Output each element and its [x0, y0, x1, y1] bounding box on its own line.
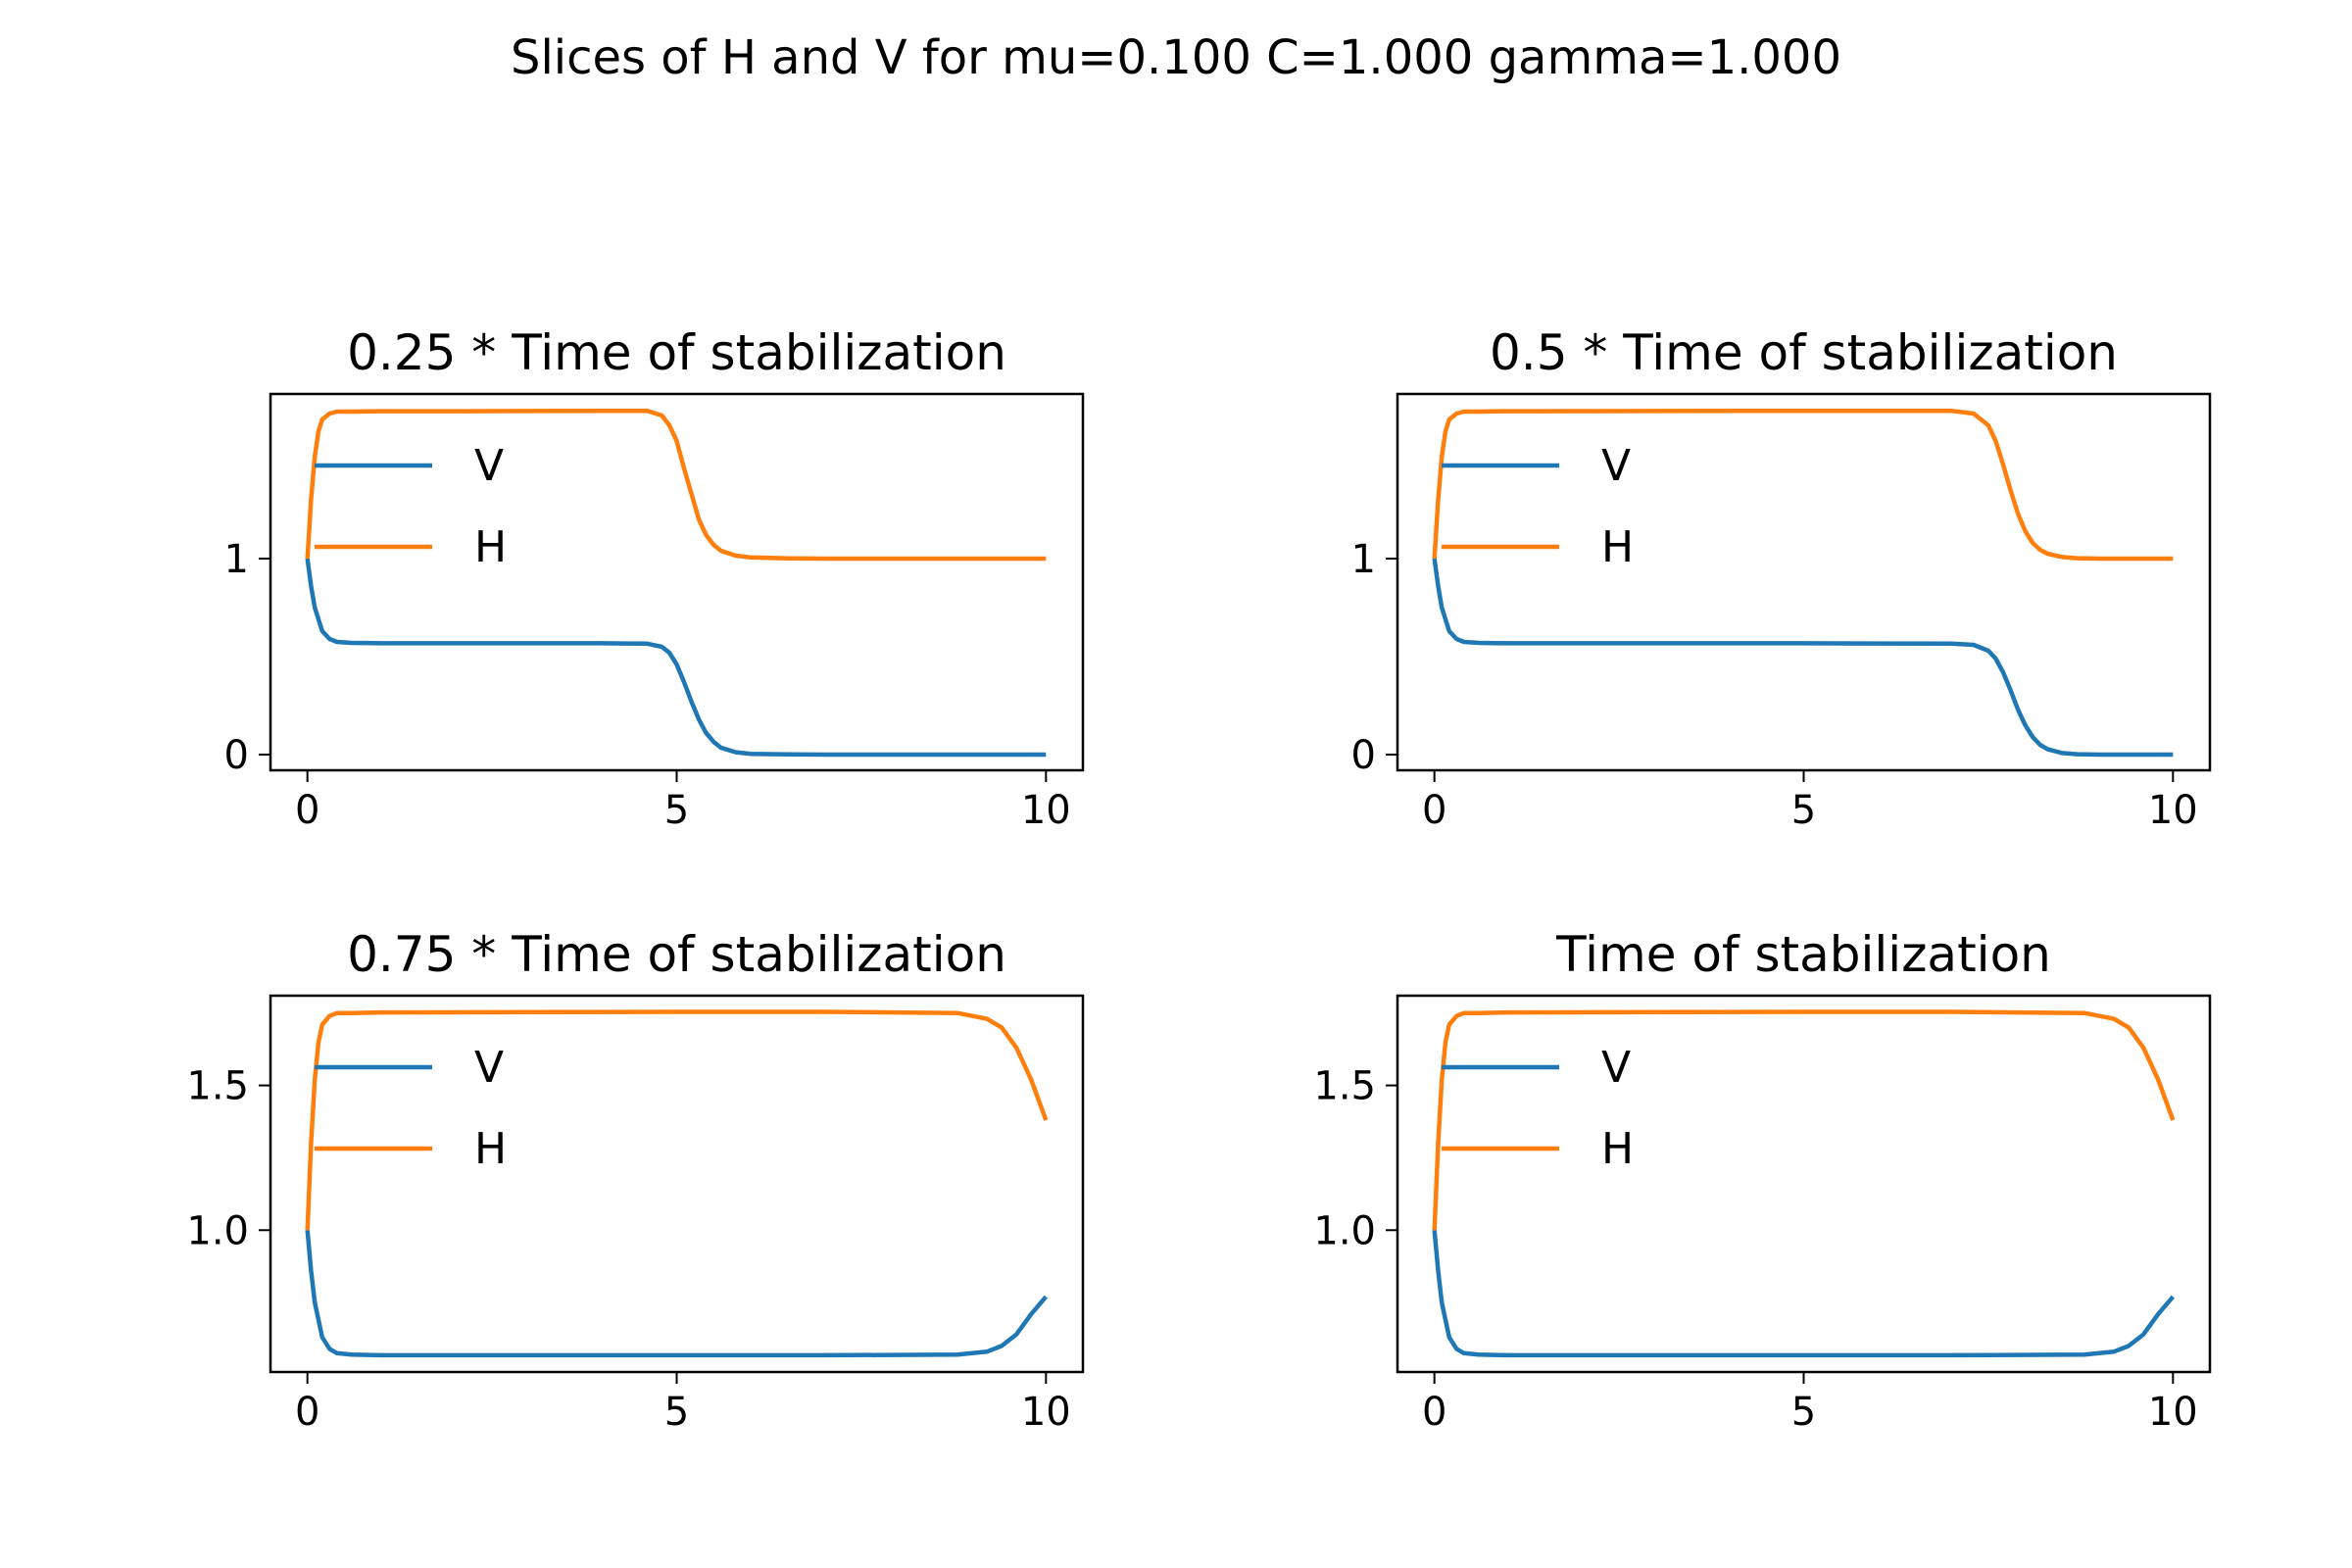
series-line-H — [1432, 1009, 2176, 1231]
legend-label-H: H — [1601, 1124, 1634, 1174]
y-tick-label: 1 — [1351, 537, 1376, 582]
subplot-title: 0.75 * Time of stabilization — [347, 926, 1006, 983]
series-line-H — [305, 1009, 1049, 1231]
series-line-H — [1432, 408, 2174, 562]
x-tick-label: 5 — [1791, 788, 1816, 833]
x-tick-label: 0 — [295, 788, 319, 833]
y-tick-label: 1.0 — [1313, 1208, 1376, 1253]
legend-label-H: H — [1601, 522, 1634, 572]
axes-frame — [1396, 994, 2212, 1374]
y-tick-label: 1 — [224, 537, 249, 582]
subplot-title: 0.5 * Time of stabilization — [1490, 324, 2118, 381]
legend-label-V: V — [1601, 441, 1631, 491]
series-line-V — [1432, 1230, 2176, 1358]
subplot-3: 0.75 * Time of stabilization 0 5 10 1.0 1.5 VH — [186, 926, 1085, 1435]
legend: VH — [1442, 1043, 1634, 1174]
x-tick-label: 10 — [1021, 1390, 1071, 1435]
series-line-H — [305, 408, 1047, 562]
legend-label-H: H — [474, 522, 507, 572]
y-tick-label: 0 — [1351, 733, 1376, 778]
subplot-1: 0.25 * Time of stabilization 0 5 10 0 1 VH — [224, 324, 1085, 833]
legend-label-H: H — [474, 1124, 507, 1174]
x-tick-label: 0 — [295, 1390, 319, 1435]
x-tick-label: 10 — [2148, 1390, 2198, 1435]
x-tick-label: 10 — [1021, 788, 1071, 833]
subplot-title: Time of stabilization — [1555, 926, 2051, 983]
axes-frame — [269, 392, 1085, 772]
x-tick-label: 0 — [1422, 788, 1446, 833]
axes-frame — [1396, 392, 2212, 772]
series-line-V — [305, 558, 1047, 758]
x-tick-label: 5 — [664, 1390, 689, 1435]
x-tick-label: 5 — [1791, 1390, 1816, 1435]
x-tick-label: 0 — [1422, 1390, 1446, 1435]
y-tick-label: 1.5 — [186, 1064, 249, 1109]
series-line-V — [305, 1230, 1049, 1358]
y-tick-label: 0 — [224, 733, 249, 778]
series-line-V — [1432, 558, 2174, 758]
x-tick-label: 5 — [664, 788, 689, 833]
figure-suptitle: Slices of H and V for mu=0.100 C=1.000 g… — [511, 30, 1841, 85]
legend-label-V: V — [1601, 1043, 1631, 1093]
legend: VH — [315, 1043, 507, 1174]
y-tick-label: 1.0 — [186, 1208, 249, 1253]
x-tick-label: 10 — [2148, 788, 2198, 833]
subplot-title: 0.25 * Time of stabilization — [347, 324, 1006, 381]
subplot-2: 0.5 * Time of stabilization 0 5 10 0 1 VH — [1351, 324, 2212, 833]
y-tick-label: 1.5 — [1313, 1064, 1376, 1109]
legend-label-V: V — [474, 1043, 504, 1093]
subplot-4: Time of stabilization 0 5 10 1.0 1.5 VH — [1313, 926, 2212, 1435]
legend: VH — [315, 441, 507, 572]
legend-label-V: V — [474, 441, 504, 491]
legend: VH — [1442, 441, 1634, 572]
axes-frame — [269, 994, 1085, 1374]
